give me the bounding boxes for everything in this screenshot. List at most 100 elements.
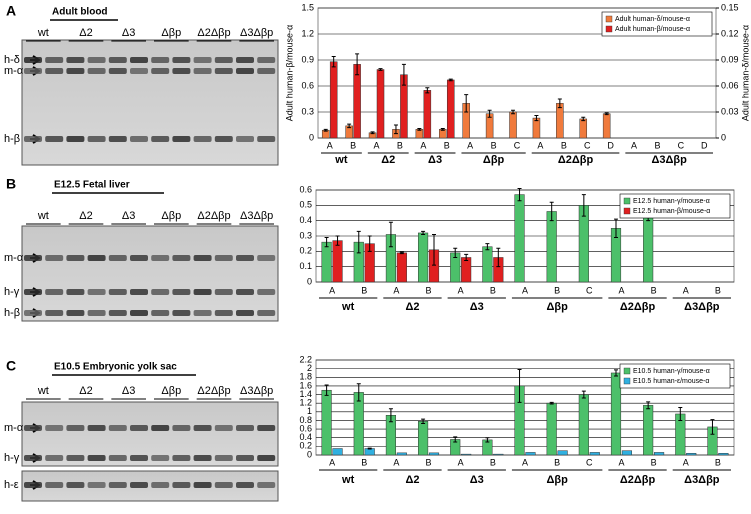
gel-band bbox=[193, 455, 212, 461]
y-tick-label: 0.6 bbox=[301, 80, 314, 90]
gel-band bbox=[193, 68, 212, 74]
error-bar bbox=[581, 390, 586, 399]
error-bar bbox=[335, 235, 340, 246]
lane-label: wt bbox=[37, 27, 49, 39]
x-tick-label: A bbox=[458, 285, 464, 295]
gel-band bbox=[236, 455, 254, 461]
gel-band bbox=[151, 255, 170, 261]
error-bar bbox=[613, 218, 618, 239]
y2-tick-label: 0.15 bbox=[721, 2, 739, 12]
gel-band bbox=[66, 455, 85, 461]
legend-label: E12.5 human-β/mouse-α bbox=[633, 208, 710, 215]
error-bar bbox=[448, 78, 453, 82]
x-tick-label: A bbox=[618, 285, 624, 295]
bar bbox=[396, 252, 407, 283]
group-label: Δ3 bbox=[428, 154, 442, 166]
gel-band bbox=[130, 455, 148, 461]
x-tick-label: A bbox=[393, 457, 399, 467]
x-tick-label: A bbox=[329, 457, 335, 467]
bar bbox=[332, 448, 343, 456]
error-bar bbox=[370, 131, 375, 135]
y-tick-label: 0.3 bbox=[299, 230, 312, 240]
x-tick-label: B bbox=[491, 140, 497, 150]
legend-label: Adult human-δ/mouse-α bbox=[615, 16, 690, 23]
y-tick-label: 0.1 bbox=[299, 261, 312, 271]
error-bar bbox=[485, 243, 490, 251]
error-bar bbox=[388, 408, 393, 423]
y-tick-label: 0.4 bbox=[299, 215, 312, 225]
lane-label: Δ3 bbox=[122, 27, 135, 39]
x-tick-label: B bbox=[715, 285, 721, 295]
x-tick-label: B bbox=[490, 285, 496, 295]
gel-band bbox=[151, 289, 170, 295]
x-tick-label: A bbox=[458, 457, 464, 467]
group-label: Δβp bbox=[483, 154, 505, 166]
error-bar bbox=[417, 127, 422, 131]
gel-band bbox=[45, 255, 64, 261]
y-axis-title: Adult human-β/mouse-α bbox=[284, 25, 294, 121]
gel-band bbox=[66, 425, 85, 431]
gel-band bbox=[108, 455, 127, 461]
error-bar bbox=[511, 109, 516, 115]
error-bar bbox=[534, 114, 539, 122]
lane-label: Δ2Δβp bbox=[197, 385, 230, 397]
y-tick-label: 0.3 bbox=[301, 106, 314, 116]
gel-band bbox=[172, 425, 191, 431]
gel-band bbox=[151, 455, 170, 461]
gel-band bbox=[236, 57, 254, 63]
lane-label: Δβp bbox=[161, 385, 181, 397]
y-tick-label: 0.2 bbox=[299, 441, 312, 451]
legend-swatch bbox=[605, 25, 613, 33]
y-tick-label: 2 bbox=[307, 363, 312, 373]
error-bar bbox=[388, 221, 393, 248]
error-bar bbox=[557, 98, 562, 109]
error-bar bbox=[487, 109, 492, 118]
lane-label: wt bbox=[37, 210, 49, 222]
x-tick-label: B bbox=[361, 285, 367, 295]
gel-band bbox=[193, 310, 212, 316]
gel-band bbox=[151, 136, 170, 142]
gel-band bbox=[108, 68, 127, 74]
group-label: Δ2 bbox=[405, 474, 419, 486]
bar bbox=[514, 194, 525, 283]
x-tick-label: B bbox=[444, 140, 450, 150]
gel-band bbox=[24, 136, 42, 142]
error-bar bbox=[425, 87, 430, 94]
y-tick-label: 1.6 bbox=[299, 380, 312, 390]
gel-band bbox=[108, 136, 127, 142]
gel-band bbox=[66, 255, 85, 261]
error-bar bbox=[367, 447, 372, 450]
gel-band bbox=[193, 425, 212, 431]
error-bar bbox=[549, 401, 554, 405]
gel-band bbox=[193, 57, 212, 63]
lane-label: Δ3Δβp bbox=[240, 210, 273, 222]
group-label: Δβp bbox=[546, 474, 568, 486]
gel-band bbox=[151, 482, 170, 488]
gel-band bbox=[236, 289, 254, 295]
group-label: Δ2Δβp bbox=[620, 301, 656, 313]
x-tick-label: D bbox=[701, 140, 708, 150]
x-tick-label: C bbox=[514, 140, 521, 150]
gel-band bbox=[151, 310, 170, 316]
lane-label: Δ3Δβp bbox=[240, 385, 273, 397]
error-bar bbox=[432, 233, 437, 266]
panel-letter: B bbox=[6, 176, 16, 192]
gel-band bbox=[108, 425, 127, 431]
gel-band bbox=[172, 136, 191, 142]
y-tick-label: 1.2 bbox=[299, 398, 312, 408]
x-tick-label: A bbox=[393, 285, 399, 295]
x-tick-label: A bbox=[329, 285, 335, 295]
marker-label: h-β bbox=[4, 307, 20, 319]
error-bar bbox=[421, 418, 426, 424]
x-tick-label: C bbox=[586, 285, 593, 295]
bar bbox=[589, 452, 600, 456]
group-label: Δ3 bbox=[470, 474, 484, 486]
bar bbox=[654, 452, 665, 456]
marker-label: m-α bbox=[4, 65, 24, 77]
gel-band bbox=[257, 425, 276, 431]
lane-label: Δ3Δβp bbox=[240, 27, 273, 39]
marker-label: m-α bbox=[4, 422, 24, 434]
gel-band bbox=[24, 68, 42, 74]
x-tick-label: A bbox=[522, 285, 528, 295]
gel-band bbox=[236, 136, 254, 142]
